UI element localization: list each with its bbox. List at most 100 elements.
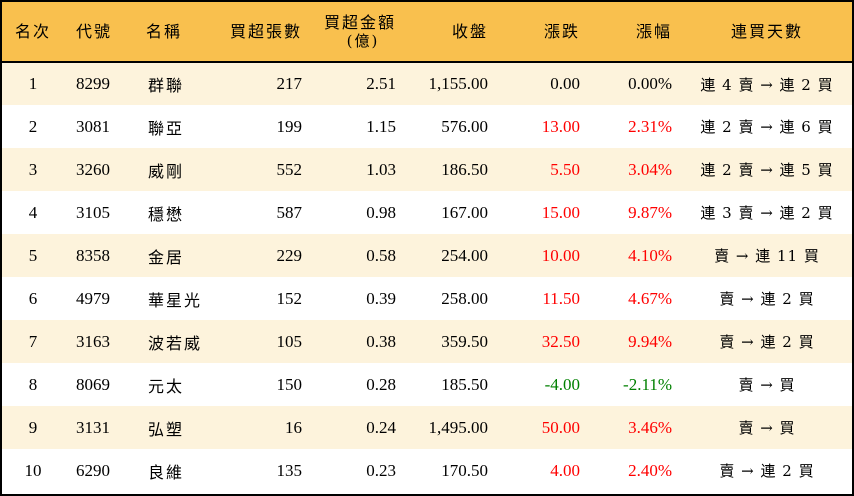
cell-code: 3260 [76, 159, 110, 179]
header-close: 收盤 [406, 2, 498, 63]
cell-change-pct: 2.31% [628, 116, 672, 136]
cell-close: 258.00 [441, 288, 488, 308]
cell-close: 1,155.00 [428, 74, 489, 93]
header-name: 名稱 [134, 2, 220, 63]
cell-net-buy-amount: 0.98 [366, 202, 396, 222]
cell-rank: 9 [28, 417, 38, 437]
cell-net-buy-amount: 1.03 [366, 159, 396, 179]
cell-change: 11.50 [542, 288, 580, 308]
cell-change: 0.00 [550, 74, 580, 93]
cell-code: 6290 [76, 460, 110, 480]
header-rank: 名次 [2, 2, 64, 63]
cell-net-buy-lots: 217 [276, 74, 303, 93]
table-row: 10 6290 良維 135 0.23 170.50 4.00 2.40% 賣 … [2, 449, 852, 492]
cell-name: 群聯 [148, 76, 185, 95]
cell-net-buy-lots: 152 [276, 288, 303, 308]
cell-code: 3163 [76, 331, 110, 351]
cell-code: 4979 [76, 288, 110, 308]
cell-streak: 賣 → 連 2 買 [719, 290, 815, 308]
cell-name: 聯亞 [148, 118, 185, 138]
cell-change-pct: 0.00% [628, 74, 672, 93]
header-streak: 連買天數 [682, 2, 852, 63]
cell-code: 3105 [76, 202, 110, 222]
cell-close: 576.00 [441, 116, 488, 136]
cell-code: 8299 [76, 74, 110, 93]
table-header-row: 名次 代號 名稱 買超張數 買超金額 (億) 收盤 漲跌 漲幅 連買天數 [2, 2, 852, 63]
cell-code: 8358 [76, 245, 110, 265]
cell-net-buy-amount: 0.39 [366, 288, 396, 308]
cell-streak: 連 3 賣 → 連 2 買 [700, 204, 834, 222]
cell-rank: 5 [28, 245, 38, 265]
cell-net-buy-lots: 16 [285, 417, 302, 437]
cell-rank: 7 [28, 331, 38, 351]
cell-change-pct: 9.87% [628, 202, 672, 222]
cell-net-buy-amount: 0.58 [366, 245, 396, 265]
table-body: 1 8299 群聯 217 2.51 1,155.00 0.00 0.00% 連… [2, 62, 852, 492]
table-row: 7 3163 波若威 105 0.38 359.50 32.50 9.94% 賣… [2, 320, 852, 363]
cell-change: 10.00 [541, 245, 580, 265]
cell-name: 元太 [148, 376, 185, 396]
table-row: 2 3081 聯亞 199 1.15 576.00 13.00 2.31% 連 … [2, 105, 852, 148]
cell-rank: 2 [28, 116, 38, 136]
header-net-buy-amount-unit: (億) [346, 31, 380, 50]
cell-net-buy-amount: 1.15 [366, 116, 396, 136]
cell-close: 254.00 [441, 245, 488, 265]
cell-change: -4.00 [544, 374, 580, 394]
cell-rank: 6 [28, 288, 38, 308]
header-change: 漲跌 [498, 2, 590, 63]
cell-change-pct: 3.46% [628, 417, 672, 437]
cell-net-buy-amount: 0.28 [366, 374, 396, 394]
cell-rank: 3 [28, 159, 38, 179]
cell-name: 穩懋 [148, 204, 185, 224]
cell-change-pct: 4.67% [628, 288, 672, 308]
cell-net-buy-amount: 0.23 [366, 460, 396, 480]
cell-change-pct: -2.11% [623, 374, 672, 394]
cell-net-buy-lots: 105 [276, 331, 303, 351]
cell-change-pct: 4.10% [628, 245, 672, 265]
cell-name: 華星光 [148, 290, 203, 310]
cell-change: 32.50 [541, 331, 580, 351]
cell-change-pct: 3.04% [628, 159, 672, 179]
table-row: 5 8358 金居 229 0.58 254.00 10.00 4.10% 賣 … [2, 234, 852, 277]
cell-streak: 連 4 賣 → 連 2 買 [700, 75, 834, 94]
cell-close: 186.50 [441, 159, 488, 179]
cell-change-pct: 2.40% [628, 460, 672, 480]
header-code: 代號 [64, 2, 134, 63]
table-row: 8 8069 元太 150 0.28 185.50 -4.00 -2.11% 賣… [2, 363, 852, 406]
cell-net-buy-amount: 0.24 [366, 417, 396, 437]
cell-rank: 8 [28, 374, 38, 394]
cell-net-buy-lots: 587 [276, 202, 303, 222]
cell-streak: 連 2 賣 → 連 5 買 [700, 161, 834, 179]
cell-name: 良維 [148, 462, 185, 482]
cell-streak: 賣 → 買 [738, 376, 796, 394]
table-row: 3 3260 威剛 552 1.03 186.50 5.50 3.04% 連 2… [2, 148, 852, 191]
cell-rank: 4 [28, 202, 38, 222]
cell-close: 167.00 [441, 202, 488, 222]
cell-streak: 賣 → 連 2 買 [719, 462, 815, 480]
cell-code: 3081 [76, 116, 110, 136]
cell-name: 金居 [148, 247, 185, 267]
cell-change: 4.00 [550, 460, 580, 480]
cell-streak: 賣 → 連 11 買 [714, 247, 820, 265]
table-row: 6 4979 華星光 152 0.39 258.00 11.50 4.67% 賣… [2, 277, 852, 320]
cell-net-buy-amount: 0.38 [366, 331, 396, 351]
table-row: 4 3105 穩懋 587 0.98 167.00 15.00 9.87% 連 … [2, 191, 852, 234]
cell-net-buy-amount: 2.51 [366, 74, 396, 93]
header-change-pct: 漲幅 [590, 2, 682, 63]
cell-name: 弘塑 [148, 419, 185, 439]
cell-change: 50.00 [541, 417, 580, 437]
cell-change-pct: 9.94% [628, 331, 672, 351]
cell-net-buy-lots: 150 [276, 374, 303, 394]
cell-name: 波若威 [148, 333, 203, 353]
cell-change: 13.00 [541, 116, 580, 136]
cell-code: 3131 [76, 417, 110, 437]
cell-code: 8069 [76, 374, 110, 394]
cell-streak: 連 2 賣 → 連 6 買 [700, 118, 834, 136]
cell-streak: 賣 → 買 [738, 419, 796, 437]
cell-net-buy-lots: 552 [276, 159, 303, 179]
cell-name: 威剛 [148, 161, 185, 181]
cell-close: 170.50 [441, 460, 488, 480]
cell-net-buy-lots: 135 [276, 460, 303, 480]
